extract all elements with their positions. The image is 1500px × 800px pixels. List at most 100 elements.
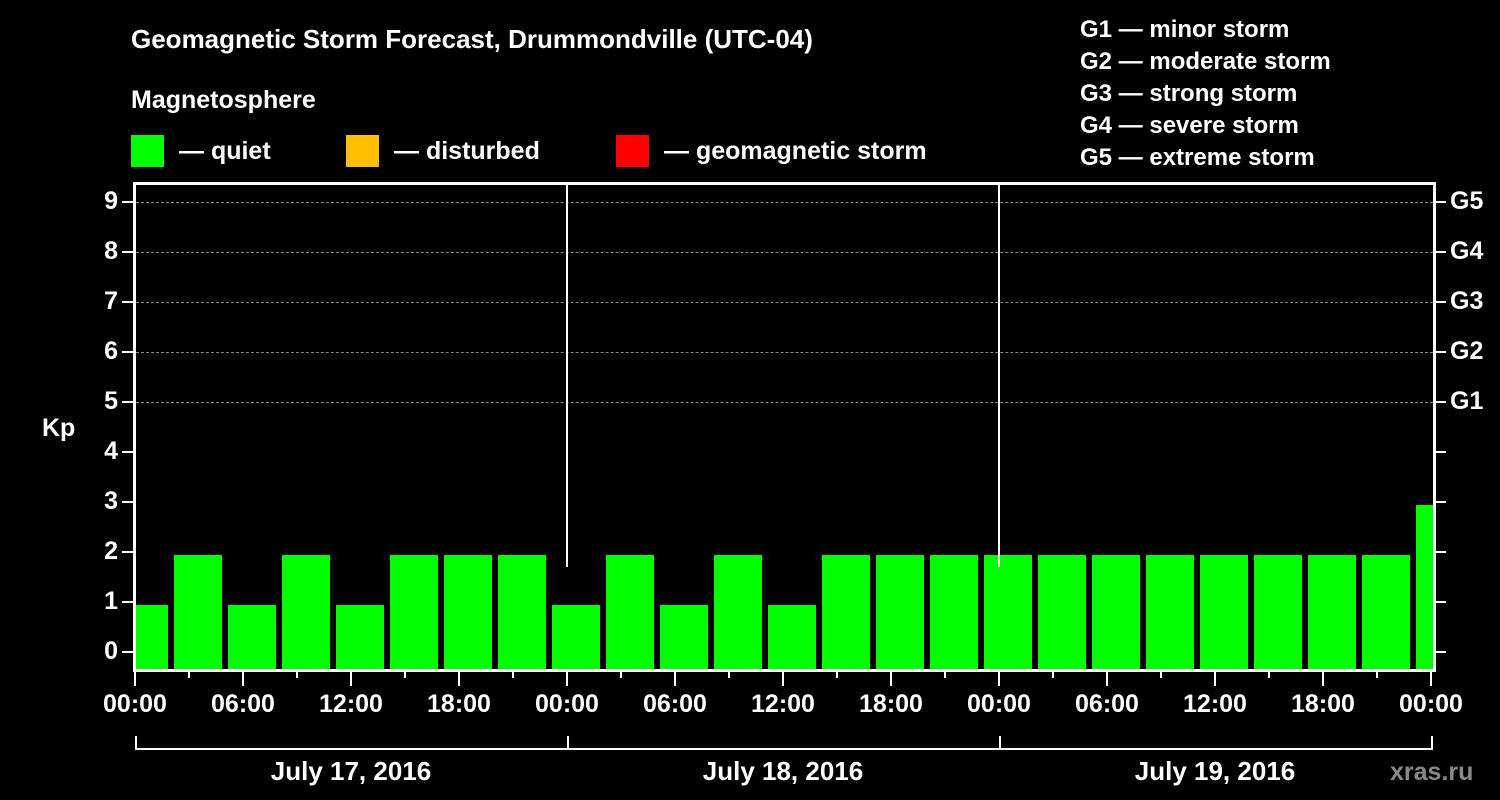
- y-tick: [122, 501, 133, 503]
- grid-line: [136, 402, 1433, 403]
- x-tick: [728, 670, 730, 678]
- y-tick: [122, 401, 133, 403]
- legend-storm: — geomagnetic storm: [616, 134, 927, 168]
- legend-quiet: — quiet: [131, 134, 271, 168]
- date-bracket: [567, 736, 1001, 750]
- plot-area: [133, 182, 1436, 672]
- x-tick: [674, 670, 676, 686]
- legend-disturbed: — disturbed: [346, 134, 540, 168]
- y-tick-label: 2: [104, 537, 118, 565]
- g-scale-item: G3 — strong storm: [1080, 80, 1298, 107]
- g-level-label: G2: [1450, 337, 1484, 365]
- kp-bar: [822, 555, 870, 669]
- date-label: July 19, 2016: [1134, 756, 1296, 786]
- watermark: xras.ru: [1390, 758, 1474, 786]
- x-tick: [890, 670, 892, 686]
- legend-storm-label: — geomagnetic storm: [664, 136, 927, 165]
- g-level-label: G5: [1450, 187, 1484, 215]
- x-tick-label: 12:00: [751, 690, 815, 718]
- kp-bar: [444, 555, 492, 669]
- legend-quiet-label: — quiet: [179, 136, 271, 165]
- right-tick: [1435, 201, 1446, 203]
- kp-bar: [282, 555, 330, 669]
- right-tick: [1435, 501, 1446, 503]
- y-axis-label: Kp: [42, 414, 76, 442]
- kp-bar: [552, 605, 600, 669]
- day-separator: [566, 185, 568, 567]
- disturbed-swatch: [346, 135, 379, 167]
- chart-title: Geomagnetic Storm Forecast, Drummondvill…: [131, 24, 813, 54]
- y-tick: [122, 251, 133, 253]
- kp-bar: [714, 555, 762, 669]
- x-tick: [512, 670, 514, 678]
- y-tick: [122, 601, 133, 603]
- kp-bar: [498, 555, 546, 669]
- right-tick: [1435, 301, 1446, 303]
- x-tick-label: 06:00: [643, 690, 707, 718]
- right-tick: [1435, 401, 1446, 403]
- legend-heading: Magnetosphere: [131, 86, 316, 114]
- x-tick: [404, 670, 406, 678]
- x-tick-label: 18:00: [427, 690, 491, 718]
- right-tick: [1435, 601, 1446, 603]
- x-tick: [134, 670, 136, 686]
- kp-bar: [876, 555, 924, 669]
- kp-bar: [390, 555, 438, 669]
- y-tick: [122, 651, 133, 653]
- kp-bar: [174, 555, 222, 669]
- x-tick: [620, 670, 622, 678]
- kp-bar: [1254, 555, 1302, 669]
- g-scale-item: G5 — extreme storm: [1080, 144, 1315, 171]
- y-tick-label: 4: [104, 437, 118, 465]
- x-tick: [242, 670, 244, 686]
- quiet-swatch: [131, 135, 164, 167]
- right-tick: [1435, 651, 1446, 653]
- kp-bar: [1092, 555, 1140, 669]
- kp-bar: [1200, 555, 1248, 669]
- y-tick: [122, 451, 133, 453]
- date-label: July 17, 2016: [270, 756, 432, 786]
- date-label: July 18, 2016: [702, 756, 864, 786]
- g-scale-legend: G1 — minor storm G2 — moderate storm G3 …: [1080, 14, 1331, 174]
- x-tick-label: 00:00: [103, 690, 167, 718]
- kp-bar: [336, 605, 384, 669]
- kp-bar: [1416, 505, 1433, 669]
- storm-swatch: [616, 135, 649, 167]
- kp-bar: [984, 555, 1032, 669]
- y-tick-label: 9: [104, 187, 118, 215]
- grid-line: [136, 252, 1433, 253]
- date-bracket: [999, 736, 1433, 750]
- g-level-label: G1: [1450, 387, 1484, 415]
- kp-bar: [606, 555, 654, 669]
- x-tick: [1376, 670, 1378, 678]
- y-tick: [122, 551, 133, 553]
- g-scale-item: G2 — moderate storm: [1080, 48, 1331, 75]
- legend-disturbed-label: — disturbed: [394, 136, 540, 165]
- grid-line: [136, 202, 1433, 203]
- x-tick-label: 00:00: [967, 690, 1031, 718]
- date-bracket: [135, 736, 569, 750]
- kp-bar: [1362, 555, 1410, 669]
- kp-bar: [660, 605, 708, 669]
- kp-bar: [1308, 555, 1356, 669]
- y-tick: [122, 301, 133, 303]
- x-tick: [1268, 670, 1270, 678]
- kp-bar: [1038, 555, 1086, 669]
- x-tick: [1160, 670, 1162, 678]
- x-tick: [998, 670, 1000, 686]
- kp-bar: [228, 605, 276, 669]
- x-tick-label: 12:00: [1183, 690, 1247, 718]
- x-tick: [1322, 670, 1324, 686]
- y-tick: [122, 201, 133, 203]
- x-tick: [836, 670, 838, 678]
- kp-bar: [930, 555, 978, 669]
- right-tick: [1435, 351, 1446, 353]
- right-tick: [1435, 551, 1446, 553]
- y-tick: [122, 351, 133, 353]
- x-tick-label: 06:00: [211, 690, 275, 718]
- x-tick-label: 18:00: [1291, 690, 1355, 718]
- x-tick: [1214, 670, 1216, 686]
- right-tick: [1435, 451, 1446, 453]
- x-tick: [1430, 670, 1432, 686]
- y-tick-label: 1: [104, 587, 118, 615]
